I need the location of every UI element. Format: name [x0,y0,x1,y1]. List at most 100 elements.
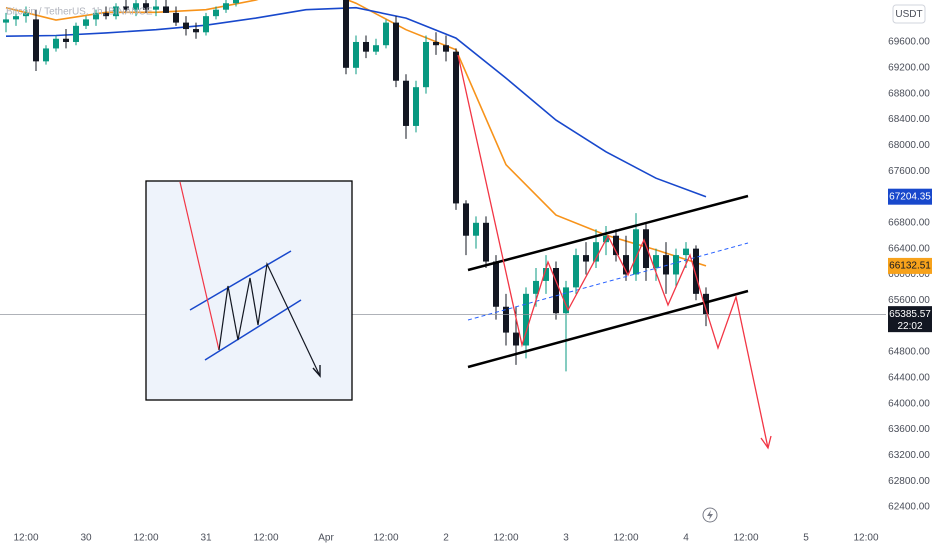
x-tick-label: 12:00 [253,533,278,544]
candle-body [113,6,119,17]
y-tick-label: 68000.00 [888,140,930,151]
replay-icon[interactable] [702,507,718,523]
x-tick-label: 12:00 [133,533,158,544]
candle-body [543,268,549,281]
candle-body [183,22,189,30]
candle-body [503,306,509,333]
candle-body [433,41,439,46]
candle-body [363,41,369,52]
candle-body [413,87,419,126]
projection-path [457,54,769,449]
candle-body [163,6,169,13]
candle-body [523,293,529,346]
axes: 69600.00 69200.00 68800.00 68400.00 68000.00… [13,37,932,544]
y-tick-label: 66800.00 [888,217,930,228]
pattern-inset [145,180,353,401]
y-tick-label: 68800.00 [888,88,930,99]
candle-body [93,12,99,20]
candle-body [563,287,569,314]
candle-body [703,293,709,315]
candle-body [453,51,459,204]
countdown: 22:02 [897,321,922,332]
candle-body [473,222,479,236]
candle-body [203,16,209,33]
candle-body [623,255,629,275]
y-tick-label: 64000.00 [888,398,930,409]
price-label-box [888,188,932,205]
candle-body [133,3,139,10]
icon-circle[interactable] [702,507,718,523]
candle-body [53,38,59,49]
candle-body [593,242,599,262]
x-tick-label: 31 [200,533,212,544]
x-tick-label: 12:00 [613,533,638,544]
y-tick-label: 63600.00 [888,424,930,435]
moving-average [5,6,707,198]
candle-body [663,255,669,275]
currency-label[interactable]: USDT [895,9,922,20]
x-tick-label: 4 [683,533,689,544]
candle-body [103,12,109,17]
symbol-title: Bitcoin / TetherUS, 1h, BINANCE [6,7,153,18]
candle-body [153,6,159,10]
candle-body [213,9,219,17]
candle-body [643,229,649,269]
inset-lower [204,299,302,361]
inset-arrowhead [312,365,321,378]
y-tick-label: 66000.00 [888,269,930,280]
y-tick-label: 62800.00 [888,476,930,487]
candle-body [73,25,79,42]
candle-body [43,48,49,62]
moving-average [5,0,707,267]
price-label-box [888,257,932,274]
candle-body [533,280,539,294]
candle-body [693,248,699,294]
y-tick-label: 67600.00 [888,166,930,177]
candle-body [583,255,589,262]
inset-box [145,180,353,401]
candle-body [143,3,149,10]
y-tick-label: 62400.00 [888,502,930,513]
x-tick-label: 12:00 [853,533,878,544]
inset-drop [179,181,220,351]
candle-body [3,19,9,23]
candle-body [33,19,39,62]
x-tick-label: 30 [80,533,92,544]
price-label: 67204.35 [889,191,931,202]
icon-bolt[interactable] [707,510,713,520]
candle-body [573,255,579,288]
currency-box[interactable] [892,4,926,24]
price-label: 65385.57 [889,309,931,320]
x-tick-label: 5 [803,533,809,544]
y-tick-label: 69600.00 [888,37,930,48]
candle-body [423,41,429,88]
candle-body [193,29,199,33]
candle-body [493,261,499,307]
candle-body [443,45,449,52]
candle-body [173,12,179,23]
plot-area [3,0,709,372]
candle-body [403,80,409,126]
candle-body [63,38,69,42]
x-tick-label: 12:00 [493,533,518,544]
candle-body [23,12,29,17]
candle-body [223,3,229,10]
y-tick-label: 68400.00 [888,114,930,125]
candle-body [653,255,659,269]
candle-body [83,19,89,26]
x-tick-label: 12:00 [733,533,758,544]
y-tick-label: 65600.00 [888,295,930,306]
drawings [0,54,886,523]
channel-mid [467,242,749,321]
candle-body [673,255,679,275]
candle-body [353,41,359,68]
candle-body [553,268,559,314]
candle-body [683,248,689,256]
candle-body [633,229,639,275]
y-tick-label: 66400.00 [888,243,930,254]
y-tick-label: 63200.00 [888,450,930,461]
candle-body [343,0,349,68]
